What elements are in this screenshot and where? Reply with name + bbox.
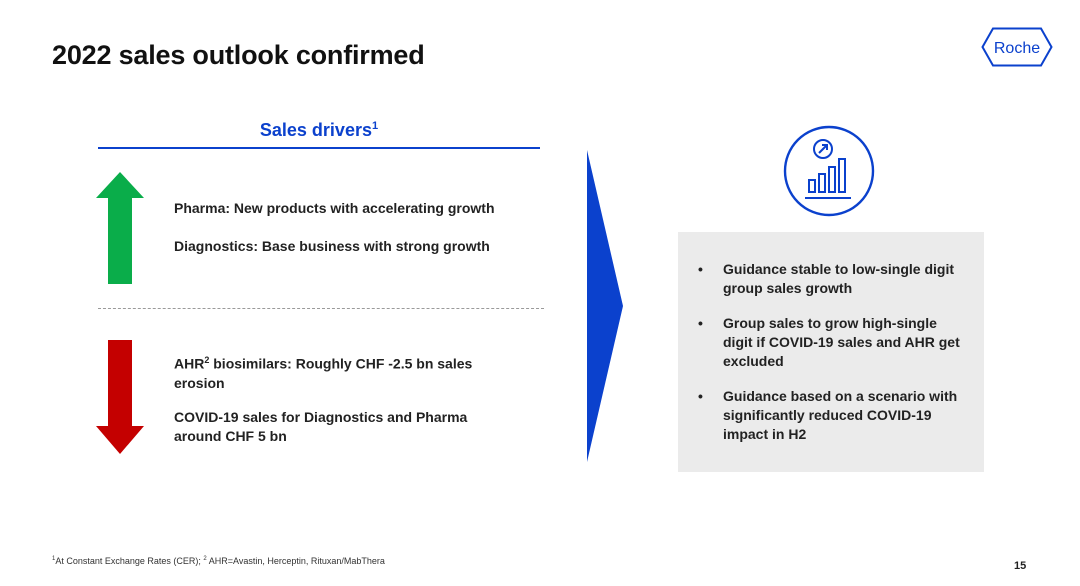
growth-chart-icon xyxy=(783,125,875,217)
guidance-item: Guidance stable to low-single digit grou… xyxy=(698,260,964,298)
footnote-mark: 2 xyxy=(203,556,207,562)
footnote-text-1: At Constant Exchange Rates (CER); xyxy=(55,556,204,566)
driver-pharma-text: Pharma: New products with accelerating g… xyxy=(174,200,495,216)
guidance-item: Group sales to grow high-single digit if… xyxy=(698,314,964,371)
up-arrow-icon xyxy=(96,172,144,284)
driver-covid-text: COVID-19 sales for Diagnostics and Pharm… xyxy=(174,409,468,444)
sales-drivers-heading-text: Sales drivers xyxy=(259,120,372,140)
page-title: 2022 sales outlook confirmed xyxy=(52,40,425,70)
ahr-prefix: AHR xyxy=(174,355,205,372)
footnote-mark: 1 xyxy=(52,556,56,562)
page-number: 15 xyxy=(1014,560,1027,572)
driver-diagnostics-text: Diagnostics: Base business with strong g… xyxy=(174,238,490,254)
sales-drivers-heading: Sales drivers1 xyxy=(98,120,540,141)
section-divider xyxy=(98,308,544,309)
ahr-description: biosimilars: Roughly CHF -2.5 bn sales e… xyxy=(174,355,473,391)
guidance-list: Guidance stable to low-single digit grou… xyxy=(678,232,984,444)
chevron-right-icon xyxy=(587,150,623,462)
guidance-box: Guidance stable to low-single digit grou… xyxy=(678,232,984,472)
footnote-mark-2: 2 xyxy=(204,355,210,365)
roche-logo: Roche xyxy=(981,27,1053,67)
logo-text: Roche xyxy=(994,40,1040,57)
driver-ahr-text: AHR2 biosimilars: Roughly CHF -2.5 bn sa… xyxy=(174,351,514,393)
down-arrow-icon xyxy=(96,340,144,454)
guidance-item: Guidance based on a scenario with signif… xyxy=(698,387,964,444)
footnote-text-2: AHR=Avastin, Herceptin, Rituxan/MabThera xyxy=(206,556,385,566)
footnote: 1At Constant Exchange Rates (CER); 2 AHR… xyxy=(52,556,385,566)
footnote-mark-1: 1 xyxy=(371,120,379,132)
heading-underline xyxy=(98,147,540,149)
